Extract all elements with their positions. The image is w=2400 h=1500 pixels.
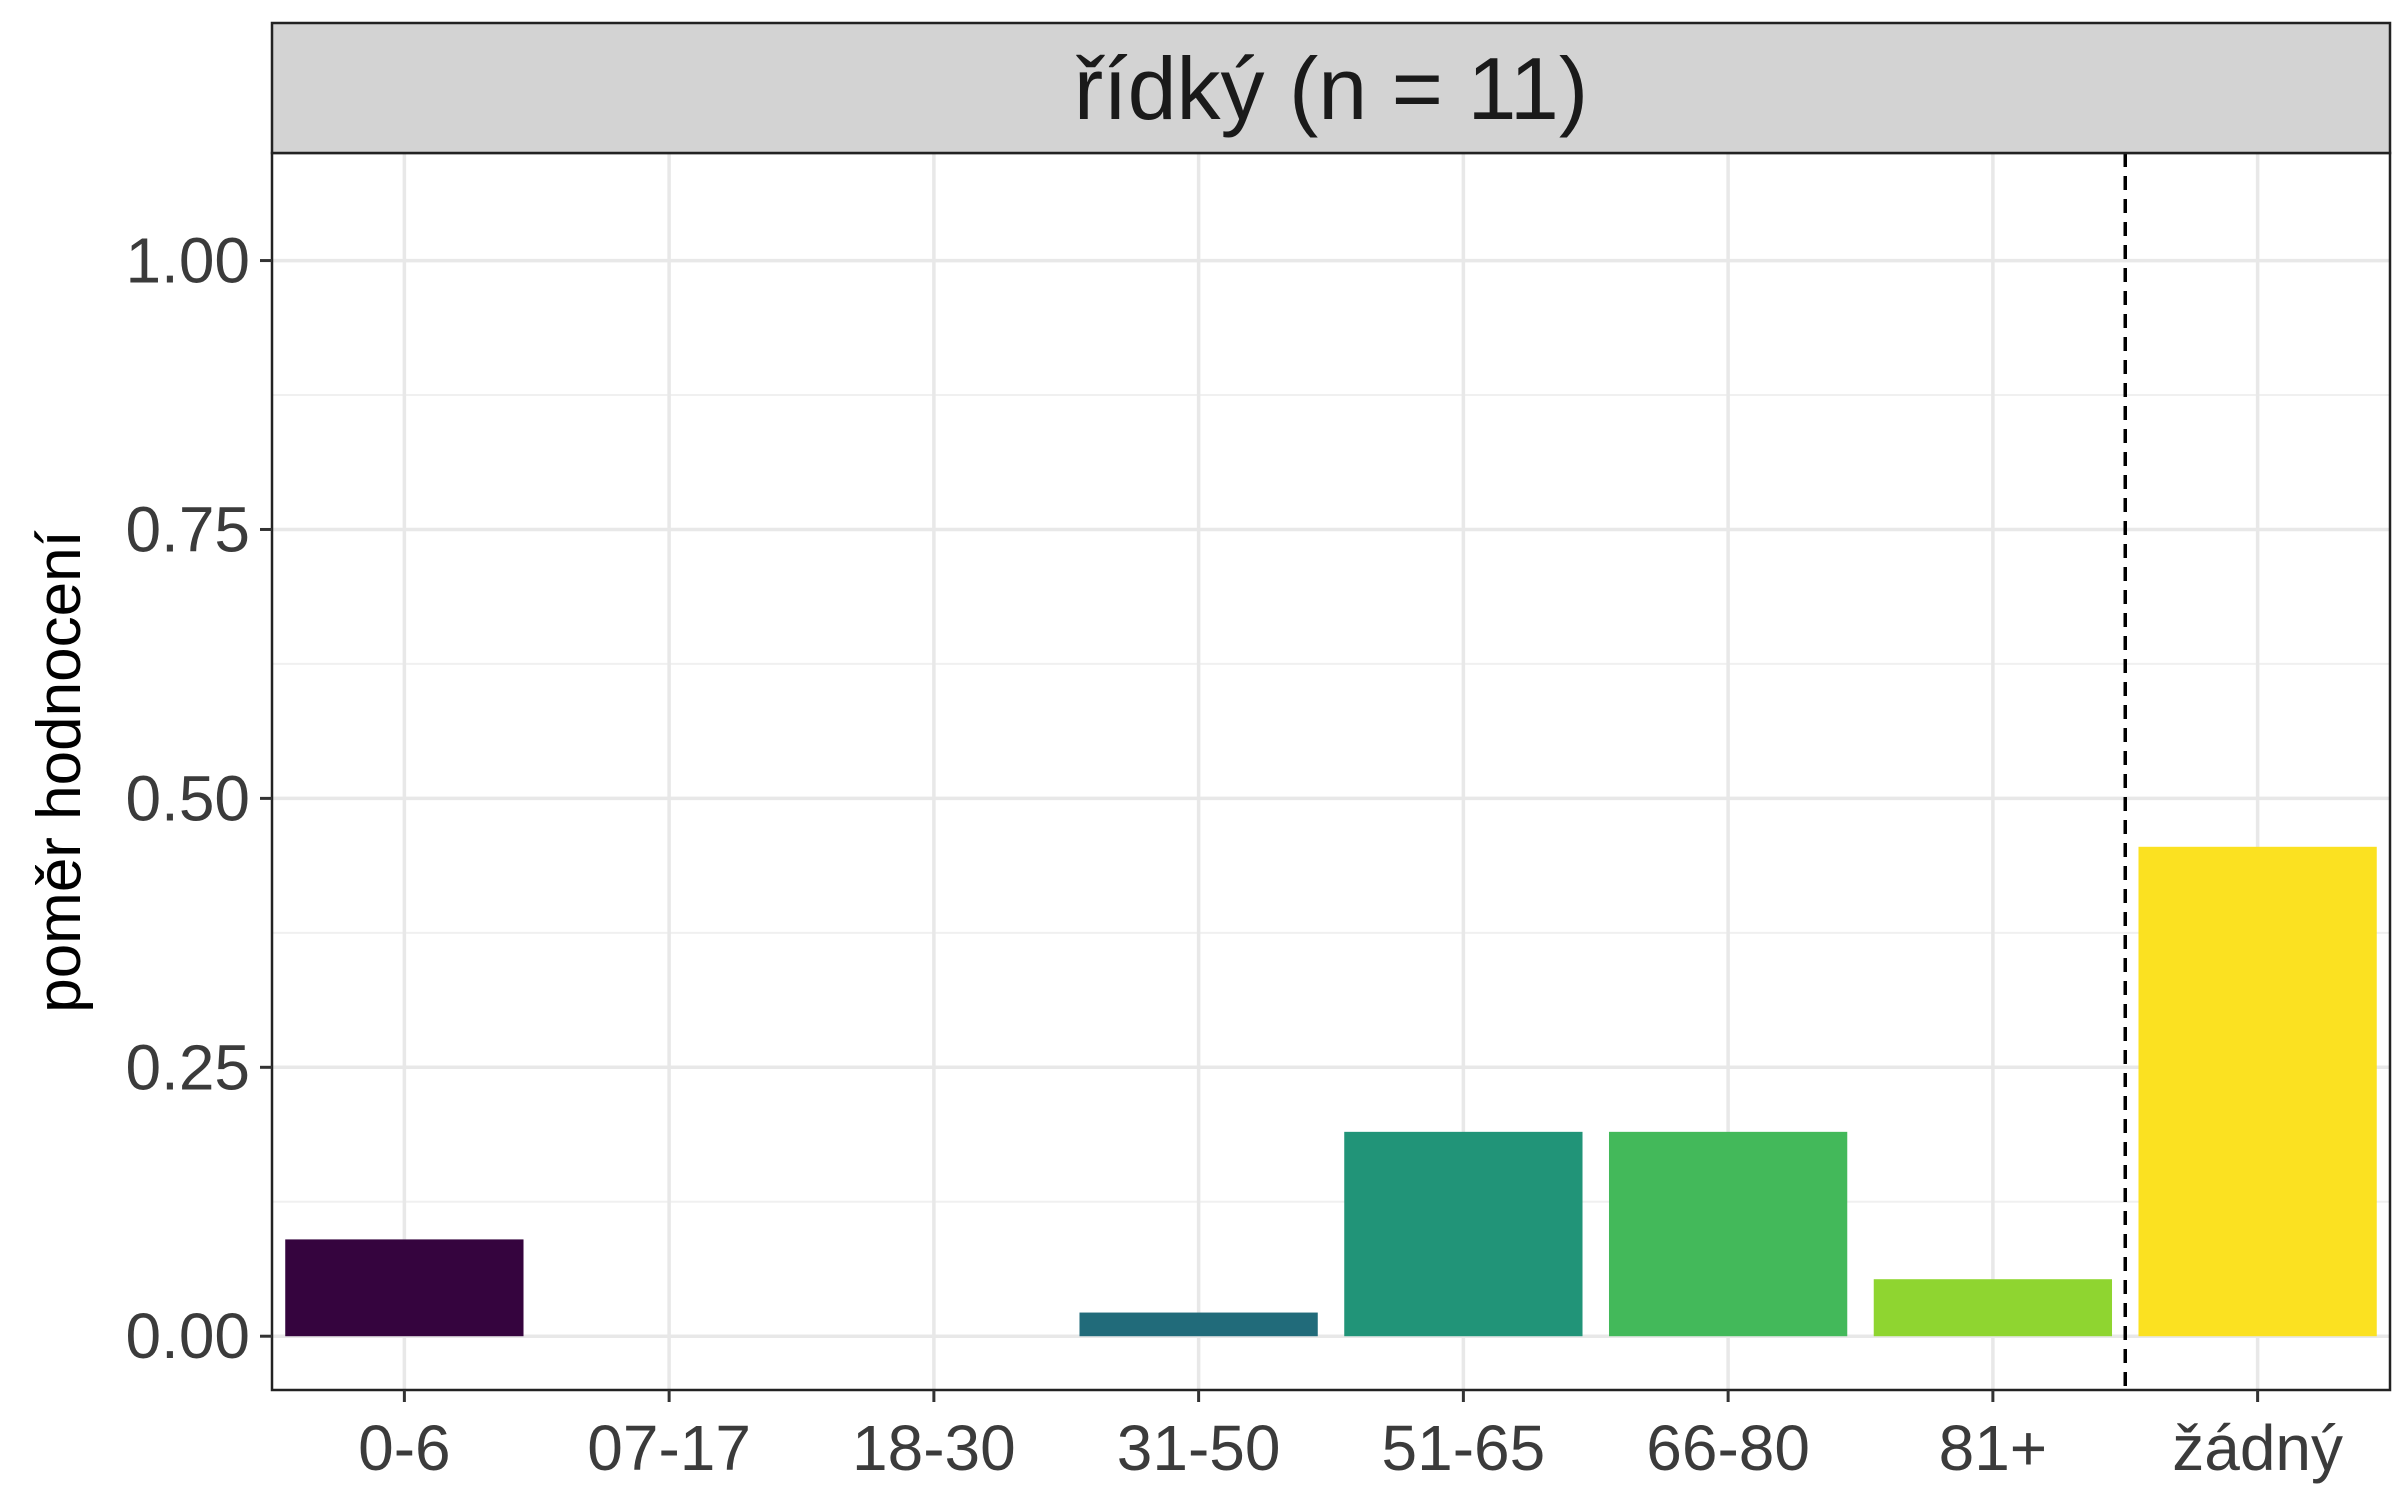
facet-strip-background [270,21,2392,155]
x-tick-label: žádný [2172,1412,2343,1484]
x-tick-label: 66-80 [1646,1412,1810,1484]
y-tick-label: 0.25 [125,1031,250,1103]
y-tick-label: 1.00 [125,225,250,297]
bars [285,846,2377,1337]
bar [1079,1312,1318,1337]
panel-border [270,151,2392,1392]
x-tick-label: 81+ [1939,1412,2048,1484]
bar [2138,846,2377,1337]
x-tick-label: 51-65 [1382,1412,1546,1484]
x-axis: 0-6 07-17 18-30 31-50 51-65 66-80 81+ žádný [358,1390,2343,1484]
bar [1608,1131,1848,1337]
x-tick-label: 07-17 [587,1412,751,1484]
bar [1344,1131,1583,1337]
y-tick-label: 0.50 [125,762,250,834]
y-axis-title: poměr hodnocení [25,530,94,1013]
x-tick-label: 0-6 [358,1412,451,1484]
y-axis: 0.00 0.25 0.50 0.75 1.00 [125,225,272,1372]
bar [285,1239,524,1337]
chart-title: řídký (n = 11) [1074,39,1588,138]
x-tick-label: 31-50 [1117,1412,1281,1484]
bar [1873,1279,2113,1337]
facet-strip: řídký (n = 11) [270,21,2392,155]
y-tick-label: 0.75 [125,493,250,565]
x-tick-label: 18-30 [852,1412,1016,1484]
y-tick-label: 0.00 [125,1300,250,1372]
grid-lines [272,153,2390,1390]
